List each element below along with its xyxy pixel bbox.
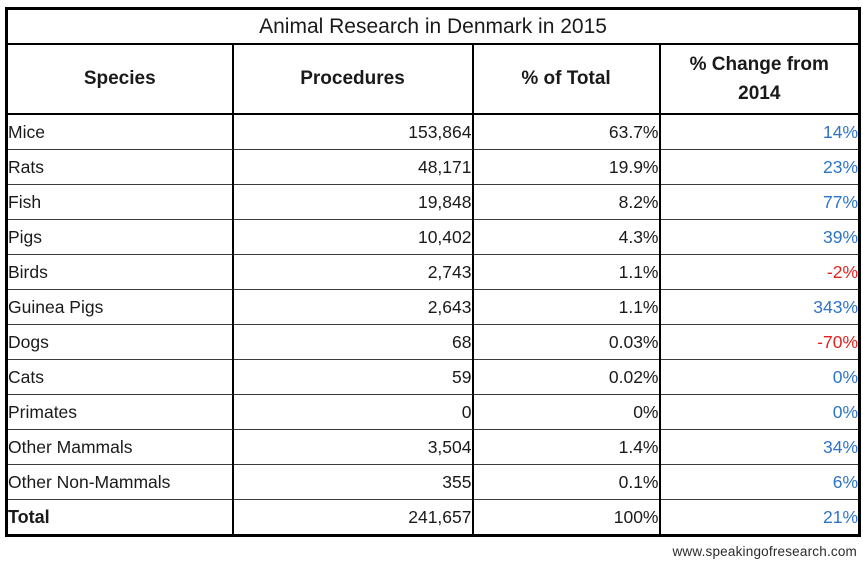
table-title: Animal Research in Denmark in 2015: [6, 8, 860, 45]
change-cell: 23%: [658, 149, 860, 185]
procedures-cell: 19,848: [231, 184, 473, 220]
table-row: Other Mammals 3,504 1.4% 34%: [6, 429, 860, 465]
species-cell: Cats: [6, 359, 233, 395]
change-cell: 39%: [658, 219, 860, 255]
change-cell: 6%: [658, 464, 860, 500]
species-cell: Fish: [6, 184, 233, 220]
total-label-cell: Total: [6, 499, 233, 536]
pct-total-cell: 0.02%: [471, 359, 660, 395]
table-row: Dogs 68 0.03% -70%: [6, 324, 860, 360]
table-row: Pigs 10,402 4.3% 39%: [6, 219, 860, 255]
pct-total-cell: 8.2%: [471, 184, 660, 220]
species-cell: Rats: [6, 149, 233, 185]
species-cell: Pigs: [6, 219, 233, 255]
procedures-cell: 48,171: [231, 149, 473, 185]
pct-total-cell: 4.3%: [471, 219, 660, 255]
species-cell: Primates: [6, 394, 233, 430]
change-cell: 77%: [658, 184, 860, 220]
species-cell: Other Non-Mammals: [6, 464, 233, 500]
total-change-cell: 21%: [658, 499, 860, 536]
procedures-cell: 355: [231, 464, 473, 500]
procedures-cell: 153,864: [231, 113, 473, 150]
change-cell: 14%: [658, 113, 860, 150]
website-url: www.speakingofresearch.com: [672, 544, 857, 559]
pct-total-cell: 0%: [471, 394, 660, 430]
total-row: Total 241,657 100% 21%: [6, 499, 860, 536]
procedures-cell: 10,402: [231, 219, 473, 255]
species-cell: Other Mammals: [6, 429, 233, 465]
pct-total-cell: 1.4%: [471, 429, 660, 465]
total-procedures-cell: 241,657: [231, 499, 473, 536]
change-cell: -70%: [658, 324, 860, 360]
table-row: Primates 0 0% 0%: [6, 394, 860, 430]
change-cell: 34%: [658, 429, 860, 465]
table-row: Mice 153,864 63.7% 14%: [6, 113, 860, 150]
pct-total-cell: 1.1%: [471, 254, 660, 290]
change-cell: -2%: [658, 254, 860, 290]
table-row: Fish 19,848 8.2% 77%: [6, 184, 860, 220]
pct-total-cell: 63.7%: [471, 113, 660, 150]
header-row: Species Procedures % of Total % Change f…: [6, 44, 860, 115]
procedures-cell: 68: [231, 324, 473, 360]
change-cell: 343%: [658, 289, 860, 325]
column-header-pct-change: % Change from 2014: [658, 44, 860, 115]
pct-total-cell: 0.1%: [471, 464, 660, 500]
species-cell: Mice: [6, 113, 233, 150]
table-row: Rats 48,171 19.9% 23%: [6, 149, 860, 185]
procedures-cell: 2,743: [231, 254, 473, 290]
pct-total-cell: 0.03%: [471, 324, 660, 360]
procedures-cell: 0: [231, 394, 473, 430]
title-row: Animal Research in Denmark in 2015: [6, 8, 860, 45]
column-header-pct-of-total: % of Total: [471, 44, 660, 115]
column-header-procedures: Procedures: [231, 44, 473, 115]
species-cell: Birds: [6, 254, 233, 290]
procedures-cell: 2,643: [231, 289, 473, 325]
pct-total-cell: 1.1%: [471, 289, 660, 325]
animal-research-table: Animal Research in Denmark in 2015 Speci…: [5, 7, 862, 537]
procedures-cell: 3,504: [231, 429, 473, 465]
table-row: Cats 59 0.02% 0%: [6, 359, 860, 395]
column-header-species: Species: [6, 44, 233, 115]
table-row: Birds 2,743 1.1% -2%: [6, 254, 860, 290]
table-row: Guinea Pigs 2,643 1.1% 343%: [6, 289, 860, 325]
species-cell: Guinea Pigs: [6, 289, 233, 325]
pct-total-cell: 19.9%: [471, 149, 660, 185]
change-cell: 0%: [658, 394, 860, 430]
species-cell: Dogs: [6, 324, 233, 360]
change-cell: 0%: [658, 359, 860, 395]
total-pct-cell: 100%: [471, 499, 660, 536]
table-row: Other Non-Mammals 355 0.1% 6%: [6, 464, 860, 500]
procedures-cell: 59: [231, 359, 473, 395]
